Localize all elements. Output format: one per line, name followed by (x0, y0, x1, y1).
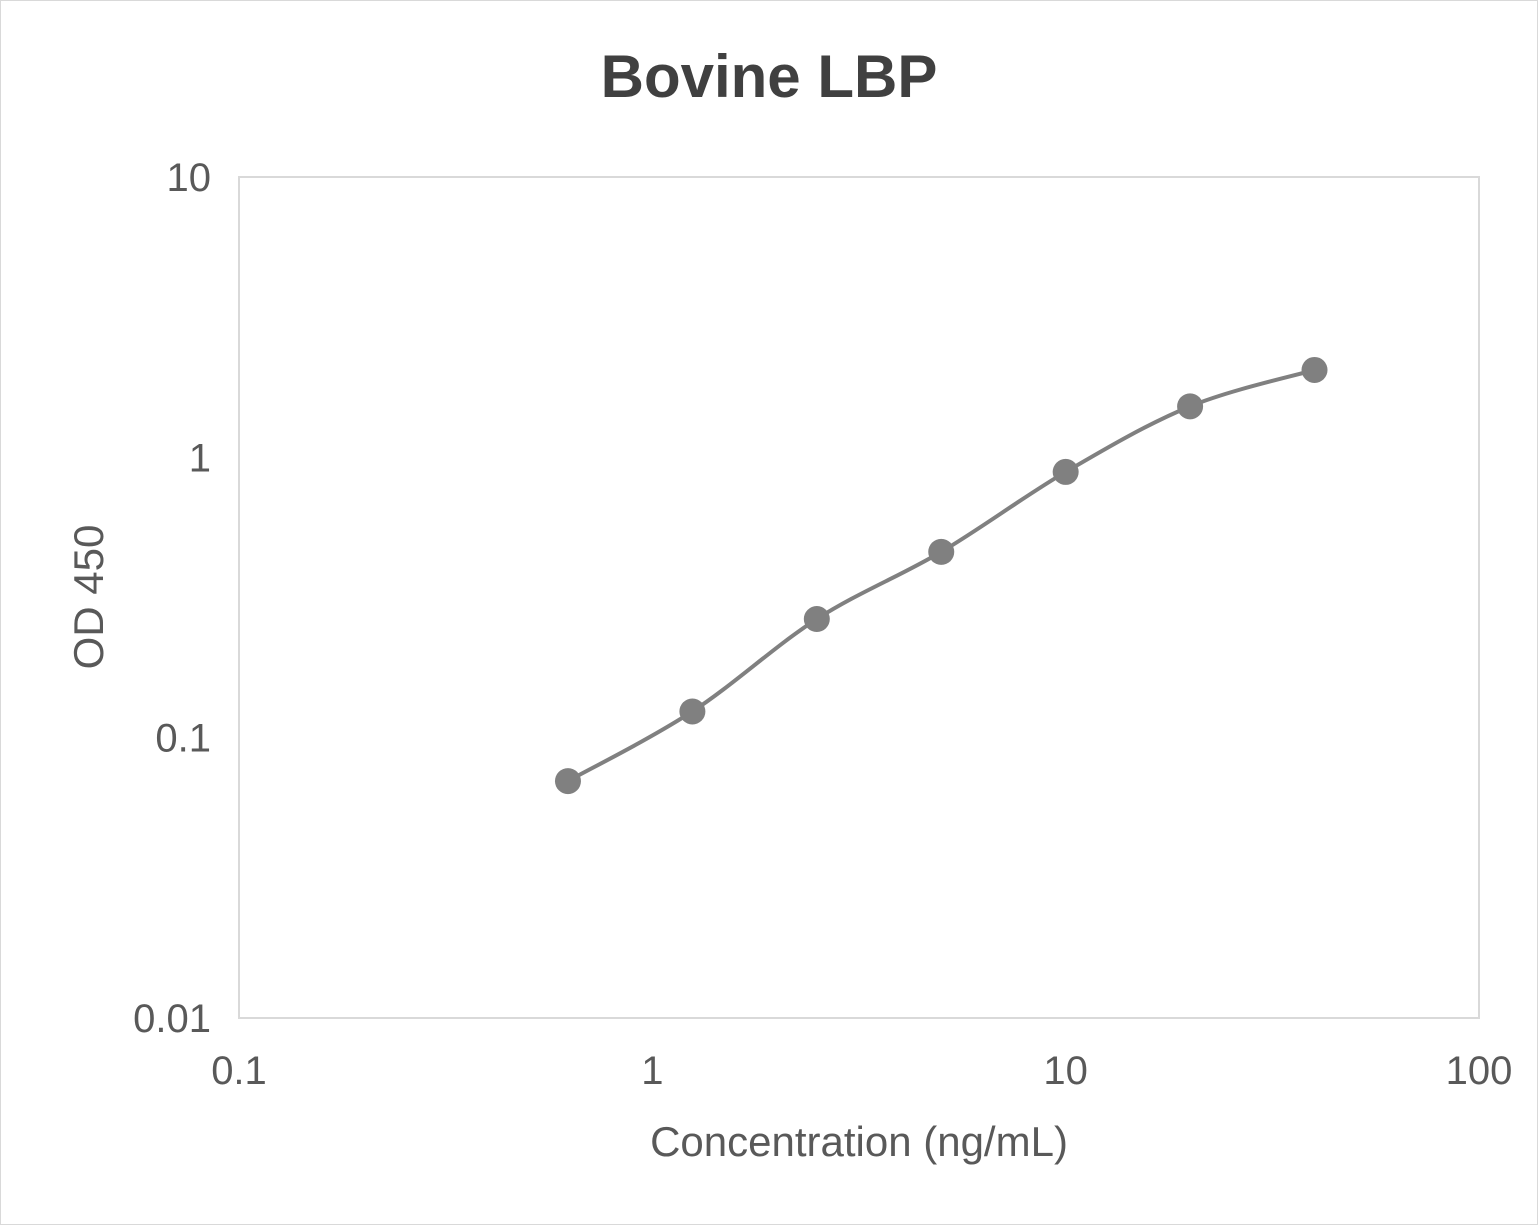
chart-title: Bovine LBP (601, 43, 938, 110)
x-tick-label: 10 (1043, 1049, 1088, 1093)
y-tick-label: 0.1 (155, 717, 211, 761)
y-tick-label: 10 (167, 156, 212, 200)
y-tick-label: 1 (189, 436, 211, 480)
series-line (566, 368, 1316, 783)
data-point (679, 698, 706, 725)
data-point (928, 538, 955, 565)
x-tick-label: 100 (1446, 1049, 1513, 1093)
x-tick-label: 1 (641, 1049, 663, 1093)
plot-area (238, 176, 1480, 1019)
data-point (803, 606, 830, 633)
data-point (554, 768, 581, 795)
y-tick-label: 0.01 (133, 997, 211, 1041)
data-point (1301, 356, 1328, 383)
x-axis-label: Concentration (ng/mL) (650, 1118, 1068, 1165)
data-point (1177, 393, 1204, 420)
x-tick-label: 0.1 (211, 1049, 267, 1093)
y-axis-label: OD 450 (65, 525, 112, 670)
data-point (1052, 458, 1079, 485)
